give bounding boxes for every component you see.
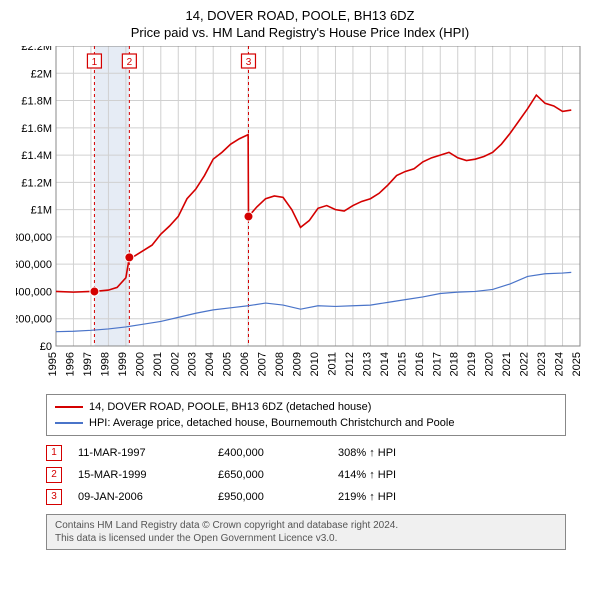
legend-row: HPI: Average price, detached house, Bour… xyxy=(55,415,557,431)
svg-text:2011: 2011 xyxy=(326,352,338,376)
marker-pct: 219% ↑ HPI xyxy=(338,491,396,503)
legend-label: 14, DOVER ROAD, POOLE, BH13 6DZ (detache… xyxy=(89,401,371,413)
marker-row: 2 15-MAR-1999£650,000414% ↑ HPI xyxy=(46,464,566,486)
marker-number-box: 3 xyxy=(46,489,62,505)
marker-price: £400,000 xyxy=(218,447,338,459)
svg-text:£1.4M: £1.4M xyxy=(21,150,52,162)
svg-text:2014: 2014 xyxy=(379,352,391,376)
svg-text:1995: 1995 xyxy=(47,352,59,376)
title-block: 14, DOVER ROAD, POOLE, BH13 6DZ Price pa… xyxy=(10,8,590,40)
svg-text:£600,000: £600,000 xyxy=(16,259,52,271)
legend-row: 14, DOVER ROAD, POOLE, BH13 6DZ (detache… xyxy=(55,399,557,415)
svg-text:2005: 2005 xyxy=(222,352,234,376)
svg-text:1997: 1997 xyxy=(82,352,94,376)
svg-text:1: 1 xyxy=(92,57,98,68)
svg-text:2: 2 xyxy=(127,57,133,68)
page-title: 14, DOVER ROAD, POOLE, BH13 6DZ xyxy=(10,8,590,25)
marker-row: 3 09-JAN-2006£950,000219% ↑ HPI xyxy=(46,486,566,508)
marker-number-box: 1 xyxy=(46,445,62,461)
marker-pct: 414% ↑ HPI xyxy=(338,469,396,481)
chart-svg: £0 £200,000 £400,000 £600,000 £800,000 £1M £1.… xyxy=(16,46,584,386)
svg-text:1998: 1998 xyxy=(99,352,111,376)
svg-text:2008: 2008 xyxy=(274,352,286,376)
svg-text:£200,000: £200,000 xyxy=(16,314,52,326)
svg-text:2001: 2001 xyxy=(152,352,164,376)
footer-attribution: Contains HM Land Registry data © Crown c… xyxy=(46,514,566,550)
svg-text:2004: 2004 xyxy=(204,352,216,376)
page-subtitle: Price paid vs. HM Land Registry's House … xyxy=(10,25,590,40)
chart-area: £0 £200,000 £400,000 £600,000 £800,000 £1M £1.… xyxy=(16,46,584,386)
svg-text:£0: £0 xyxy=(40,341,52,353)
svg-text:2023: 2023 xyxy=(536,352,548,376)
legend-box: 14, DOVER ROAD, POOLE, BH13 6DZ (detache… xyxy=(46,394,566,436)
svg-text:2007: 2007 xyxy=(257,352,269,376)
svg-text:2013: 2013 xyxy=(361,352,373,376)
svg-text:2006: 2006 xyxy=(239,352,251,376)
legend-label: HPI: Average price, detached house, Bour… xyxy=(89,417,454,429)
svg-text:£400,000: £400,000 xyxy=(16,286,52,298)
footer-line-1: Contains HM Land Registry data © Crown c… xyxy=(55,519,557,532)
svg-text:2015: 2015 xyxy=(396,352,408,376)
svg-text:£2.2M: £2.2M xyxy=(21,46,52,53)
marker-pct: 308% ↑ HPI xyxy=(338,447,396,459)
marker-date: 15-MAR-1999 xyxy=(78,469,218,481)
svg-text:2025: 2025 xyxy=(571,352,583,376)
svg-text:2012: 2012 xyxy=(344,352,356,376)
svg-text:£1M: £1M xyxy=(31,205,52,217)
marker-price: £950,000 xyxy=(218,491,338,503)
svg-text:2003: 2003 xyxy=(187,352,199,376)
svg-text:£1.8M: £1.8M xyxy=(21,95,52,107)
legend-swatch xyxy=(55,422,83,424)
legend-swatch xyxy=(55,406,83,408)
svg-text:2000: 2000 xyxy=(134,352,146,376)
markers-table: 1 11-MAR-1997£400,000308% ↑ HPI 2 15-MAR-19… xyxy=(46,442,566,508)
svg-text:2016: 2016 xyxy=(414,352,426,376)
svg-text:£800,000: £800,000 xyxy=(16,232,52,244)
svg-text:£2M: £2M xyxy=(31,68,52,80)
marker-number-box: 2 xyxy=(46,467,62,483)
footer-line-2: This data is licensed under the Open Gov… xyxy=(55,532,557,545)
svg-text:2019: 2019 xyxy=(466,352,478,376)
svg-text:2018: 2018 xyxy=(449,352,461,376)
svg-text:£1.2M: £1.2M xyxy=(21,177,52,189)
svg-text:2010: 2010 xyxy=(309,352,321,376)
svg-text:2020: 2020 xyxy=(484,352,496,376)
svg-text:2021: 2021 xyxy=(501,352,513,376)
svg-text:2017: 2017 xyxy=(431,352,443,376)
svg-text:2009: 2009 xyxy=(292,352,304,376)
marker-row: 1 11-MAR-1997£400,000308% ↑ HPI xyxy=(46,442,566,464)
svg-text:1999: 1999 xyxy=(117,352,129,376)
svg-text:2022: 2022 xyxy=(519,352,531,376)
svg-text:2002: 2002 xyxy=(169,352,181,376)
marker-price: £650,000 xyxy=(218,469,338,481)
marker-date: 11-MAR-1997 xyxy=(78,447,218,459)
marker-date: 09-JAN-2006 xyxy=(78,491,218,503)
svg-text:2024: 2024 xyxy=(554,352,566,376)
svg-text:1996: 1996 xyxy=(64,352,76,376)
svg-text:3: 3 xyxy=(246,57,252,68)
svg-text:£1.6M: £1.6M xyxy=(21,123,52,135)
